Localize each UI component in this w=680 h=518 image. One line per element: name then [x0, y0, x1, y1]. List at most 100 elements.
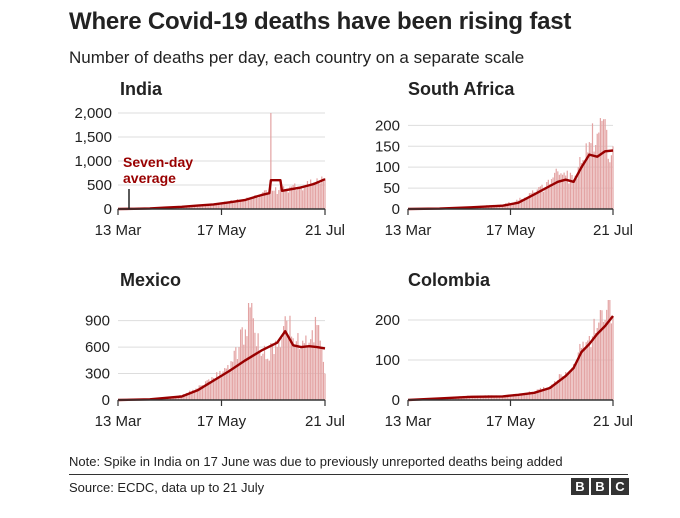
daily-deaths-bar [571, 174, 573, 209]
daily-deaths-bar [483, 396, 485, 400]
daily-deaths-bar [475, 396, 477, 400]
daily-deaths-bar [319, 340, 321, 400]
daily-deaths-bar [287, 192, 289, 209]
daily-deaths-bar [262, 353, 264, 400]
daily-deaths-bar [554, 381, 556, 400]
daily-deaths-bar [228, 201, 231, 209]
daily-deaths-bar [516, 394, 518, 400]
daily-deaths-bar [318, 181, 320, 209]
daily-deaths-bar [300, 185, 302, 209]
y-tick-label: 100 [375, 352, 400, 369]
daily-deaths-bar [316, 178, 318, 209]
daily-deaths-bar [255, 346, 258, 400]
daily-deaths-bar [528, 193, 531, 209]
daily-deaths-bar [216, 202, 218, 209]
daily-deaths-bar [238, 347, 240, 400]
daily-deaths-bar [543, 386, 545, 400]
daily-deaths-bar [206, 380, 208, 400]
daily-deaths-bar [219, 370, 221, 400]
daily-deaths-bar [609, 300, 611, 400]
daily-deaths-bar [278, 341, 280, 400]
daily-deaths-bar [574, 175, 576, 209]
daily-deaths-bar [241, 199, 243, 209]
daily-deaths-bar [279, 186, 282, 209]
daily-deaths-bar [517, 394, 519, 400]
daily-deaths-bar [590, 143, 592, 209]
y-tick-label: 1,000 [74, 153, 112, 170]
daily-deaths-bar [492, 396, 494, 400]
daily-deaths-bar [503, 395, 505, 400]
daily-deaths-bar [539, 186, 542, 209]
daily-deaths-bar [232, 200, 234, 209]
daily-deaths-bar [275, 187, 277, 209]
daily-deaths-bar [235, 201, 237, 209]
daily-deaths-bar [566, 170, 568, 209]
daily-deaths-bar [281, 185, 283, 209]
daily-deaths-bar [198, 385, 200, 400]
daily-deaths-bar [572, 179, 575, 209]
daily-deaths-bar [547, 179, 549, 209]
daily-deaths-bar [181, 395, 183, 400]
daily-deaths-bar [268, 360, 270, 400]
daily-deaths-bar [509, 203, 512, 209]
daily-deaths-bar [511, 395, 513, 400]
x-tick-label: 17 May [486, 413, 536, 430]
daily-deaths-bar [217, 377, 219, 400]
daily-deaths-bar [536, 189, 538, 209]
daily-deaths-bar [225, 368, 227, 400]
daily-deaths-bar [244, 329, 246, 400]
daily-deaths-bar [217, 202, 219, 209]
daily-deaths-bar [206, 205, 208, 209]
daily-deaths-bar [192, 389, 194, 400]
daily-deaths-bar [289, 186, 291, 209]
daily-deaths-bar [284, 189, 286, 209]
daily-deaths-bar [220, 202, 223, 209]
daily-deaths-bar [225, 202, 227, 209]
daily-deaths-bar [211, 204, 213, 209]
daily-deaths-bar [308, 342, 310, 400]
seven-day-average-line [117, 330, 326, 402]
daily-deaths-bar [265, 359, 267, 400]
daily-deaths-bar [209, 204, 211, 209]
daily-deaths-bar [481, 396, 483, 400]
daily-deaths-bar [531, 190, 534, 209]
footer-divider [69, 474, 628, 475]
x-tick-label: 13 Mar [385, 413, 432, 430]
panel-title: India [120, 79, 163, 99]
daily-deaths-bar [263, 190, 266, 209]
x-tick-label: 17 May [197, 413, 247, 430]
daily-deaths-bar [214, 380, 216, 400]
y-tick-label: 0 [392, 201, 400, 218]
daily-deaths-bar [324, 178, 326, 209]
daily-deaths-bar [530, 392, 532, 400]
daily-deaths-bar [498, 205, 501, 209]
x-tick-label: 13 Mar [95, 222, 142, 239]
daily-deaths-bar [486, 396, 488, 400]
daily-deaths-bar [487, 206, 490, 209]
daily-deaths-bar [265, 189, 267, 209]
daily-deaths-bar [599, 118, 601, 209]
daily-deaths-bar [596, 328, 598, 400]
daily-deaths-bar [319, 183, 321, 209]
daily-deaths-bar [276, 347, 278, 400]
daily-deaths-bar [247, 199, 250, 209]
daily-deaths-bar [579, 157, 581, 209]
daily-deaths-bar [238, 200, 240, 209]
daily-deaths-bar [292, 185, 294, 209]
daily-deaths-bar [472, 396, 474, 400]
daily-deaths-bar [306, 181, 309, 209]
daily-deaths-bar [595, 332, 597, 400]
daily-deaths-bar [522, 198, 524, 209]
daily-deaths-bar [593, 318, 595, 400]
daily-deaths-bar [275, 340, 277, 400]
daily-deaths-bar [576, 178, 578, 209]
daily-deaths-bar [513, 203, 515, 209]
daily-deaths-bar [176, 396, 178, 400]
daily-deaths-bar [557, 171, 559, 209]
daily-deaths-bar [232, 361, 234, 400]
daily-deaths-bar [289, 315, 291, 400]
y-tick-label: 200 [375, 312, 400, 329]
footnote: Note: Spike in India on 17 June was due … [69, 454, 563, 469]
daily-deaths-bar [571, 367, 573, 400]
